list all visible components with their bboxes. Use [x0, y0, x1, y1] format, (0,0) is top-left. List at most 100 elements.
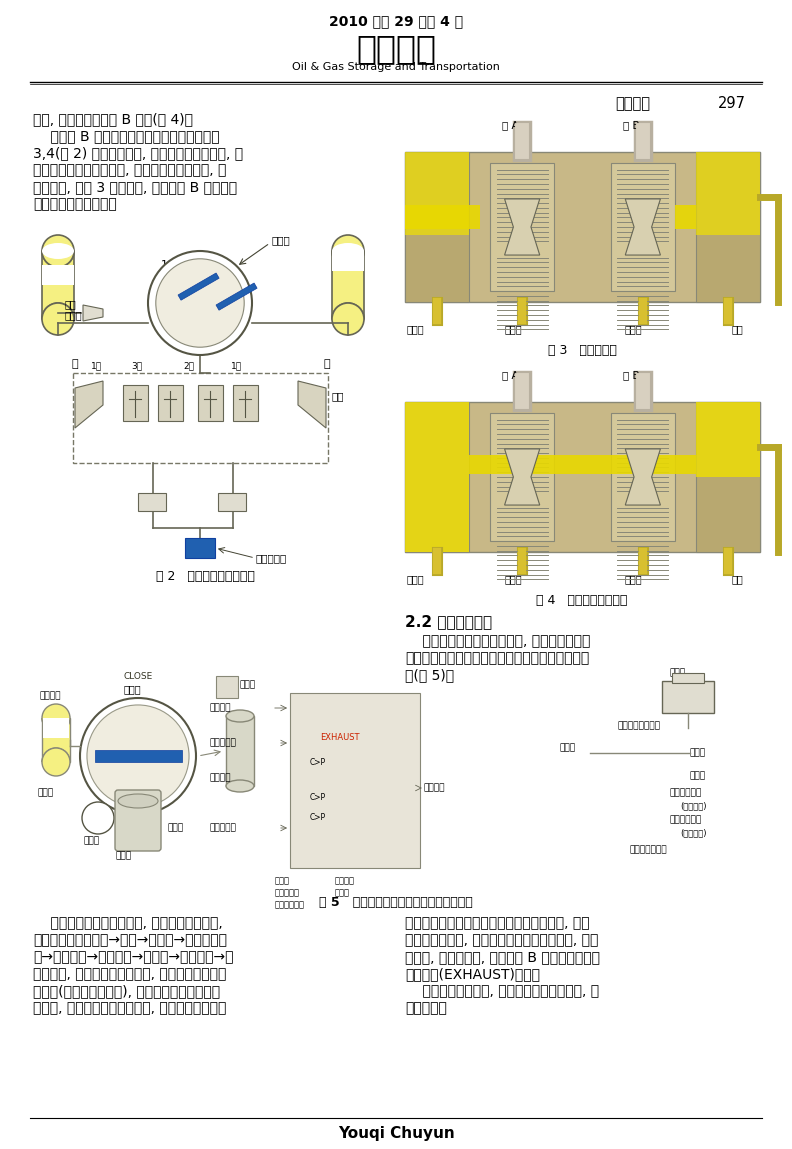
Bar [73, 373, 328, 463]
Text: 图 5   气液联动阀执行机构自动和远控原理: 图 5 气液联动阀执行机构自动和远控原理 [319, 896, 473, 909]
Bar [405, 402, 469, 552]
Circle shape [82, 802, 114, 834]
Text: 1位: 1位 [231, 361, 242, 370]
Text: 阀门的功能。以关阀为例说明其工作原理和动作过: 阀门的功能。以关阀为例说明其工作原理和动作过 [405, 651, 589, 665]
Bar [405, 402, 469, 552]
Text: 节流阀: 节流阀 [38, 788, 54, 797]
Text: 1位: 1位 [91, 361, 102, 370]
Text: 动力气从放空口排出。: 动力气从放空口排出。 [33, 196, 116, 211]
Polygon shape [505, 199, 539, 255]
Text: (执行器上): (执行器上) [680, 828, 706, 836]
Text: 导向滤网: 导向滤网 [210, 703, 231, 712]
Text: 三通梭阀后球阀: 三通梭阀后球阀 [630, 845, 668, 854]
Text: 安全阀: 安全阀 [240, 680, 256, 689]
Bar [490, 414, 554, 541]
Text: 调压阀: 调压阀 [560, 743, 576, 751]
Text: 执行器: 执行器 [272, 236, 291, 245]
Bar [42, 718, 70, 762]
Bar [662, 681, 714, 714]
Text: 动力气: 动力气 [407, 324, 425, 334]
Text: 气动阀: 气动阀 [690, 771, 706, 780]
Bar [405, 152, 469, 234]
Bar [332, 250, 364, 271]
Text: 手动减压阀: 手动减压阀 [255, 553, 286, 563]
Bar [696, 152, 760, 234]
Ellipse shape [226, 780, 254, 792]
Text: 动力气源经三通梭阀→球阀→单向阀→动力气源滤: 动力气源经三通梭阀→球阀→单向阀→动力气源滤 [33, 933, 227, 947]
Ellipse shape [42, 303, 74, 336]
Bar [490, 163, 554, 291]
Text: 4: 4 [207, 306, 214, 316]
Bar [290, 693, 420, 867]
Text: 动力气源滤网: 动力气源滤网 [275, 900, 305, 909]
Text: 程(图 5)。: 程(图 5)。 [405, 668, 454, 683]
Text: 罐 B: 罐 B [623, 119, 639, 130]
Text: 提升阀阀芯: 提升阀阀芯 [210, 738, 237, 747]
Bar [233, 385, 258, 421]
Ellipse shape [332, 303, 364, 336]
Text: 转子顺时针转动, 关闭阀门。阀门关闭到位后, 电磁: 转子顺时针转动, 关闭阀门。阀门关闭到位后, 电磁 [405, 933, 599, 947]
Polygon shape [625, 199, 661, 255]
Bar [672, 673, 704, 683]
Bar [675, 205, 696, 229]
Text: 3位: 3位 [131, 361, 142, 370]
Bar [42, 250, 74, 319]
Bar [216, 676, 238, 697]
Polygon shape [83, 304, 103, 321]
Text: 2位: 2位 [183, 361, 194, 370]
Text: Oil & Gas Storage and Transportation: Oil & Gas Storage and Transportation [292, 62, 500, 72]
Ellipse shape [42, 704, 70, 732]
Bar [405, 402, 760, 552]
Text: 1: 1 [161, 260, 167, 270]
Text: 罐 A: 罐 A [502, 119, 519, 130]
Text: 升阀回位, 即图 3 所示状态, 关液压罐 B 内存在的: 升阀回位, 即图 3 所示状态, 关液压罐 B 内存在的 [33, 180, 237, 194]
Bar [611, 163, 675, 291]
Bar [405, 152, 469, 302]
Text: 提升阀活塞: 提升阀活塞 [275, 888, 300, 897]
Text: 开手柄: 开手柄 [505, 574, 522, 584]
Bar [216, 283, 257, 310]
Text: 网→提升阀芯→导流阀网→电磁阀→三通梭阀→提: 网→提升阀芯→导流阀网→电磁阀→三通梭阀→提 [33, 950, 234, 964]
Bar [611, 414, 675, 541]
Bar [42, 265, 74, 285]
Text: 远程调度发出关阀命令后, 关电磁阀吸合导通,: 远程调度发出关阀命令后, 关电磁阀吸合导通, [33, 916, 223, 930]
Text: 动力气: 动力气 [407, 574, 425, 584]
Text: 液压泵: 液压泵 [84, 836, 100, 845]
Polygon shape [625, 449, 661, 506]
Text: 3: 3 [188, 276, 196, 286]
Circle shape [80, 697, 196, 813]
Text: 从放空口(EXHAUST)排出。: 从放空口(EXHAUST)排出。 [405, 967, 540, 981]
Text: 油气储运: 油气储运 [356, 32, 436, 65]
Bar [332, 250, 364, 319]
Text: 罐 B: 罐 B [623, 370, 639, 380]
Ellipse shape [118, 794, 158, 808]
Text: (执行器上): (执行器上) [680, 801, 706, 810]
Text: 开液压罐: 开液压罐 [40, 691, 62, 700]
Bar [696, 152, 760, 302]
Bar [43, 718, 69, 738]
Text: CLOSE: CLOSE [124, 672, 153, 681]
Bar [158, 385, 183, 421]
Ellipse shape [332, 242, 364, 259]
Text: 三通梭阀: 三通梭阀 [210, 773, 231, 782]
Bar [226, 716, 254, 786]
Text: 关: 关 [324, 358, 330, 369]
Text: 阀阀芯(与手动结果一样), 打开动力气源和关液压: 阀阀芯(与手动结果一样), 打开动力气源和关液压 [33, 984, 220, 998]
Bar [405, 205, 479, 229]
Bar [469, 455, 696, 473]
Text: 开: 开 [71, 358, 78, 369]
Text: 实践天地: 实践天地 [615, 97, 650, 111]
Text: C>P: C>P [310, 793, 326, 802]
Bar [696, 402, 760, 477]
Bar [696, 402, 760, 552]
Polygon shape [75, 381, 103, 427]
Text: 关手柄: 关手柄 [625, 574, 642, 584]
Text: 溢流阀: 溢流阀 [690, 748, 706, 757]
Text: 排污阀: 排污阀 [168, 823, 184, 832]
Text: 2: 2 [178, 303, 185, 313]
Text: 2010 年第 29 卷第 4 期: 2010 年第 29 卷第 4 期 [329, 14, 463, 28]
Text: 闭阀门。阀门关闭到位后, 手动送关手柄回原位, 提: 闭阀门。阀门关闭到位后, 手动送关手柄回原位, 提 [33, 163, 227, 177]
Text: 放空: 放空 [732, 324, 744, 334]
Circle shape [156, 259, 244, 347]
Bar [123, 385, 148, 421]
